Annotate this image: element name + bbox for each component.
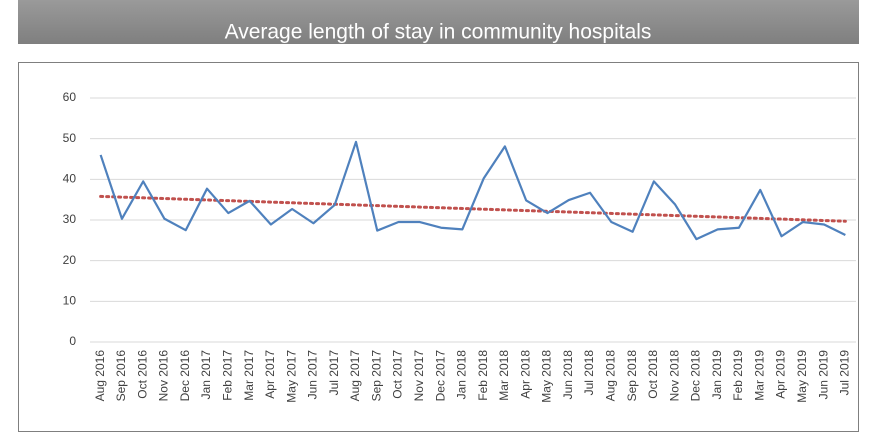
- x-tick-label: Apr 2018: [518, 350, 532, 399]
- chart-title: Average length of stay in community hosp…: [225, 21, 652, 44]
- x-tick-label: Apr 2017: [263, 350, 277, 399]
- chart-frame: [18, 62, 859, 432]
- x-tick-label: Sep 2016: [114, 350, 128, 402]
- x-tick-label: Mar 2018: [497, 350, 511, 401]
- x-tick-label: Feb 2017: [220, 350, 234, 401]
- x-tick-label: Jul 2018: [582, 350, 596, 396]
- y-tick-label: 0: [69, 334, 76, 348]
- x-tick-label: Feb 2019: [731, 350, 745, 401]
- x-tick-label: Feb 2018: [476, 350, 490, 401]
- x-tick-label: Jul 2017: [327, 350, 341, 396]
- x-tick-label: Nov 2017: [412, 350, 426, 402]
- x-tick-label: Dec 2018: [689, 350, 703, 402]
- x-tick-label: Mar 2017: [242, 350, 256, 401]
- x-tick-label: Sep 2017: [369, 350, 383, 402]
- data-line: [99, 140, 846, 241]
- x-tick-label: Jan 2018: [455, 350, 469, 400]
- x-tick-label: Oct 2017: [391, 350, 405, 399]
- x-tick-label: May 2018: [540, 350, 554, 403]
- x-tick-label: Jun 2017: [306, 350, 320, 400]
- x-tick-label: May 2017: [284, 350, 298, 403]
- trendline: [99, 194, 847, 223]
- x-tick-label: Jan 2017: [199, 350, 213, 400]
- x-tick-label: Aug 2017: [348, 350, 362, 402]
- y-tick-label: 30: [63, 212, 77, 226]
- x-tick-label: Oct 2016: [135, 350, 149, 399]
- x-tick-label: May 2019: [795, 350, 809, 403]
- x-tick-label: Oct 2018: [646, 350, 660, 399]
- x-tick-label: Aug 2016: [93, 350, 107, 402]
- y-tick-label: 40: [63, 172, 77, 186]
- x-tick-label: Nov 2016: [157, 350, 171, 402]
- x-tick-label: Sep 2018: [625, 350, 639, 402]
- x-tick-label: Nov 2018: [667, 350, 681, 402]
- x-tick-label: Dec 2017: [433, 350, 447, 402]
- x-tick-label: Apr 2019: [774, 350, 788, 399]
- y-tick-label: 60: [63, 90, 77, 104]
- title-bar: [18, 0, 859, 44]
- y-tick-label: 50: [63, 131, 77, 145]
- y-tick-label: 20: [63, 253, 77, 267]
- x-tick-label: Dec 2016: [178, 350, 192, 402]
- x-tick-label: Jan 2019: [710, 350, 724, 400]
- x-tick-label: Mar 2019: [752, 350, 766, 401]
- x-tick-label: Jul 2019: [838, 350, 852, 396]
- x-tick-label: Aug 2018: [603, 350, 617, 402]
- x-tick-label: Jun 2019: [816, 350, 830, 400]
- y-tick-label: 10: [63, 294, 77, 308]
- x-tick-label: Jun 2018: [561, 350, 575, 400]
